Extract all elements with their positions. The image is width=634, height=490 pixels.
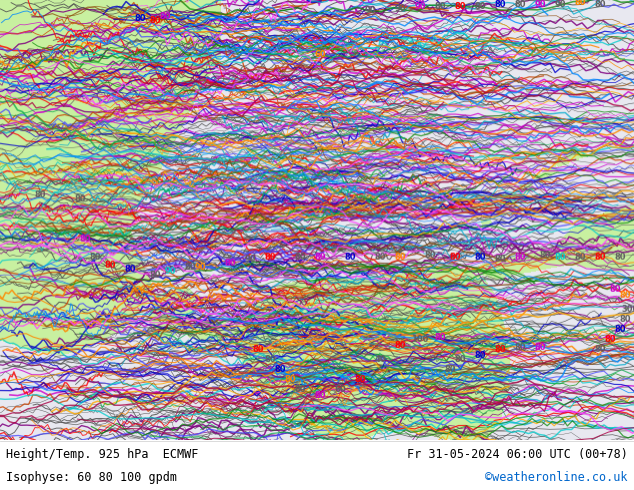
Text: Isophyse: 60 80 100 gpdm: Isophyse: 60 80 100 gpdm bbox=[6, 471, 178, 484]
Text: Fr 31-05-2024 06:00 UTC (00+78): Fr 31-05-2024 06:00 UTC (00+78) bbox=[407, 447, 628, 461]
Text: ©weatheronline.co.uk: ©weatheronline.co.uk bbox=[485, 471, 628, 484]
Text: Height/Temp. 925 hPa  ECMWF: Height/Temp. 925 hPa ECMWF bbox=[6, 447, 198, 461]
